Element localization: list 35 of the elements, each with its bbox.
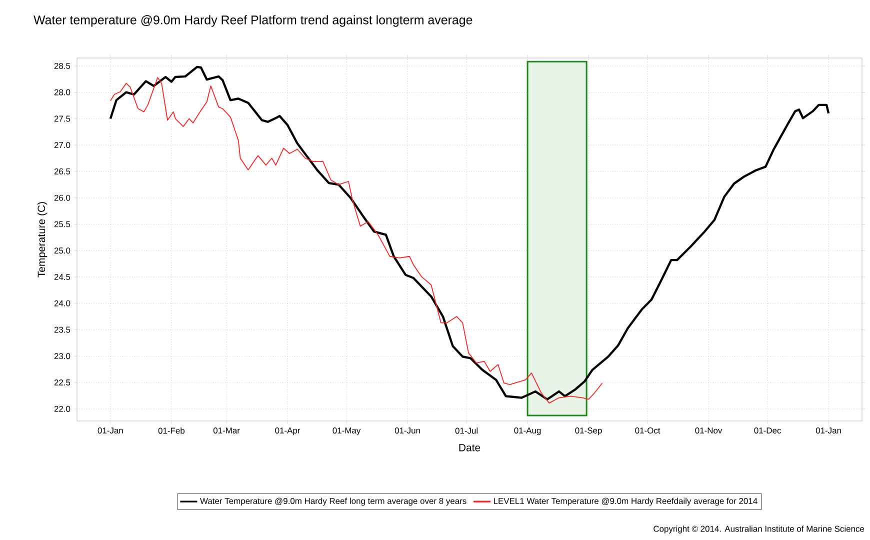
y-tick-label: 24.5 — [54, 274, 70, 280]
x-tick-label: 01-May — [332, 428, 361, 436]
y-tick-label: 23.5 — [54, 326, 70, 333]
y-tick-label: 22.5 — [54, 379, 70, 386]
legend-label: Water Temperature @9.0m Hardy Reef long term average over 8 years — [200, 498, 466, 506]
chart-title: Water temperature @9.0m Hardy Reef Platform trend against longterm average — [34, 15, 472, 27]
line-series — [110, 77, 603, 404]
y-tick-label: 26.5 — [54, 168, 70, 174]
legend-label: LEVEL1 Water Temperature @9.0m Hardy Reefdaily average for 2014 — [494, 498, 758, 506]
y-tick-label: 25.5 — [54, 221, 70, 228]
x-tick-label: 01-Mar — [213, 428, 240, 434]
x-tick-label: 01-Jan — [816, 428, 841, 434]
x-tick-label: 01-Oct — [635, 428, 660, 434]
x-tick-label: 01-Jun — [394, 428, 420, 434]
x-tick-label: 01-Dec — [754, 428, 781, 434]
x-tick-label: 01-Jan — [98, 428, 123, 434]
y-tick-label: 26.0 — [54, 194, 70, 201]
x-tick-label: 01-Feb — [158, 428, 185, 434]
y-tick-label: 28.0 — [54, 89, 70, 96]
y-tick-label: 22.0 — [54, 406, 70, 412]
text: Copyright © 2014. Australian Institute of Marine Science — [654, 526, 864, 534]
x-tick-label: 01-Nov — [695, 428, 722, 434]
x-axis-title: Date — [459, 444, 480, 452]
x-tick-label: 01-Sep — [575, 428, 602, 436]
y-axis-title: Temperature (C) — [37, 202, 48, 278]
y-tick-label: 28.5 — [54, 62, 70, 69]
y-tick-label: 24.0 — [54, 300, 70, 306]
line-series — [109, 66, 830, 400]
y-tick-label: 25.0 — [54, 248, 70, 254]
x-tick-label: 01-Aug — [514, 428, 541, 436]
x-tick-label: 01-Jul — [455, 428, 478, 434]
x-tick-label: 01-Apr — [275, 428, 300, 436]
y-tick-label: 27.5 — [54, 116, 70, 122]
y-tick-label: 23.0 — [54, 353, 70, 360]
y-tick-label: 27.0 — [54, 142, 70, 148]
